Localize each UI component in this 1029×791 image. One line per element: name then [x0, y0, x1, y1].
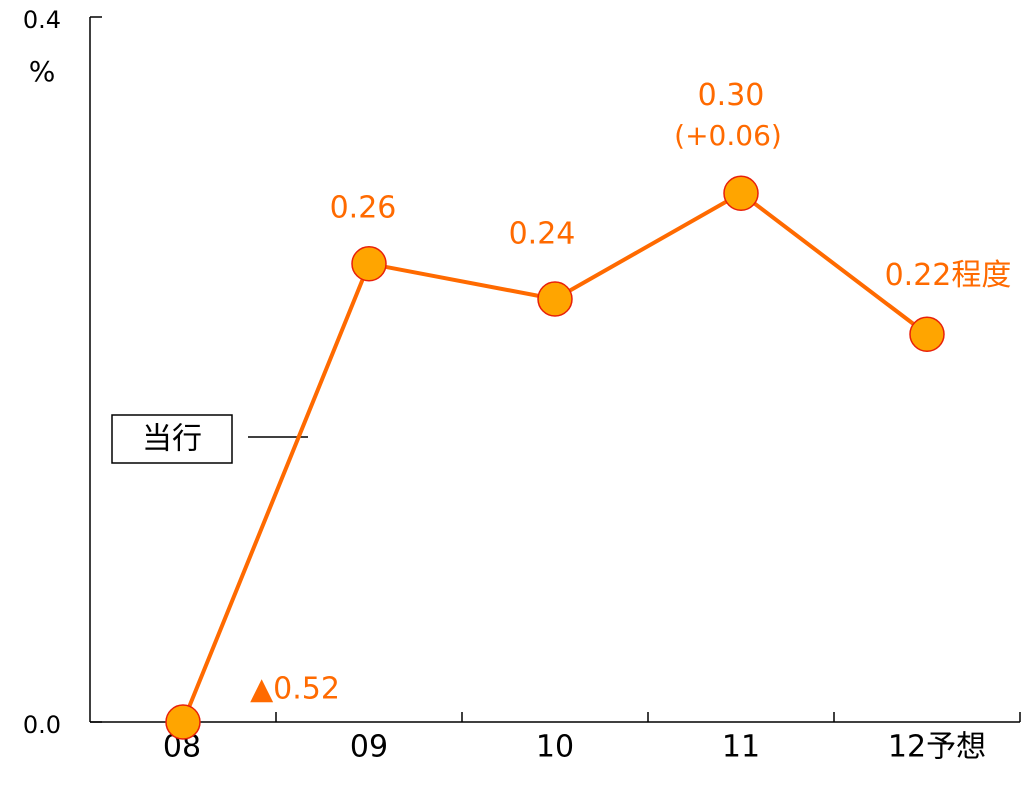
data-point — [351, 246, 387, 282]
legend-box — [111, 414, 233, 464]
y-tick-label: 0.0 — [23, 711, 61, 739]
y-axis-label: % — [29, 55, 56, 88]
annotation: (+0.06) — [674, 119, 782, 152]
annotation: ▲0.52 — [250, 672, 340, 707]
data-label: 0.22程度 — [885, 258, 1012, 293]
legend-label: 当行 — [142, 422, 202, 457]
x-tick-label: 12予想 — [888, 730, 986, 765]
data-point — [537, 281, 573, 317]
y-tick-label: 0.4 — [23, 6, 61, 34]
data-line — [181, 190, 929, 723]
x-tick-label: 10 — [536, 730, 574, 765]
data-point — [909, 316, 945, 352]
x-tick-label: 09 — [350, 730, 388, 765]
data-label: 0.26 — [330, 190, 397, 225]
data-label: 0.30 — [698, 78, 765, 113]
data-label: 0.24 — [509, 217, 576, 252]
x-tick-label: 11 — [722, 730, 760, 765]
data-point — [723, 175, 759, 211]
data-point — [165, 704, 201, 740]
